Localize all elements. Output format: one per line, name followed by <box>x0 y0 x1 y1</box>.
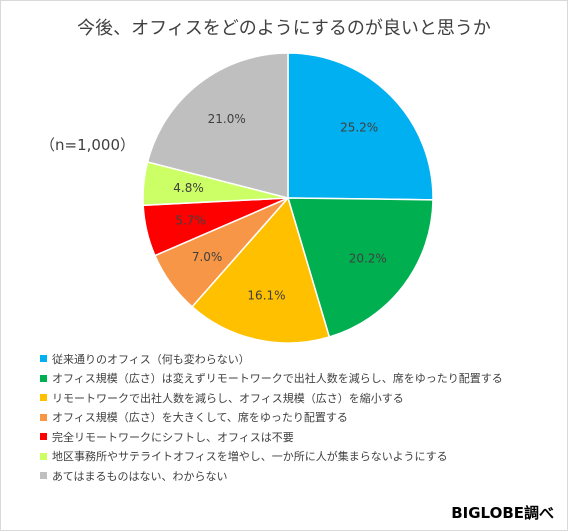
legend-swatch-2 <box>40 394 47 402</box>
legend-swatch-0 <box>40 355 47 363</box>
pie-slice-1 <box>286 197 434 338</box>
pie-chart: 25.2% 20.2% 16.1% 7.0% 5.7% 4.8% 21.0% <box>142 52 434 344</box>
legend-swatch-1 <box>40 374 47 382</box>
sample-size-note: （n=1,000） <box>40 136 136 154</box>
legend-item-4: 完全リモートワークにシフトし、オフィスは不要 <box>40 427 560 447</box>
slice-value-label-3: 7.0% <box>192 250 223 264</box>
legend-item-0: 従来通りのオフィス（何も変わらない） <box>40 349 560 369</box>
slice-value-label-0: 25.2% <box>340 121 378 135</box>
legend-label-1: オフィス規模（広さ）は変えずリモートワークで出社人数を減らし、席をゆったり配置す… <box>52 372 503 386</box>
pie-slice-2 <box>191 196 331 344</box>
legend-swatch-3 <box>40 413 47 421</box>
slice-value-label-1: 20.2% <box>349 251 387 265</box>
legend-item-5: 地区事務所やサテライトオフィスを増やし、一か所に人が集まらないようにする <box>40 447 560 467</box>
legend-label-2: リモートワークで出社人数を減らし、オフィス規模（広さ）を縮小する <box>52 391 404 405</box>
legend-item-3: オフィス規模（広さ）を大きくして、席をゆったり配置する <box>40 408 560 428</box>
legend-label-5: 地区事務所やサテライトオフィスを増やし、一か所に人が集まらないようにする <box>52 450 448 464</box>
legend-item-1: オフィス規模（広さ）は変えずリモートワークで出社人数を減らし、席をゆったり配置す… <box>40 369 560 389</box>
legend-swatch-6 <box>40 472 47 480</box>
legend-swatch-5 <box>40 452 47 460</box>
legend-item-6: あてはまるものはない、わからない <box>40 466 560 486</box>
pie-slice-6 <box>146 52 289 199</box>
chart-title: 今後、オフィスをどのようにするのが良いと思うか <box>77 18 491 39</box>
legend-label-4: 完全リモートワークにシフトし、オフィスは不要 <box>52 430 294 444</box>
pie-slice-0 <box>287 52 434 201</box>
legend-label-6: あてはまるものはない、わからない <box>52 469 228 483</box>
legend-label-3: オフィス規模（広さ）を大きくして、席をゆったり配置する <box>52 411 348 425</box>
legend-swatch-4 <box>40 433 47 441</box>
slice-value-label-6: 21.0% <box>208 112 246 126</box>
slice-value-label-4: 5.7% <box>175 214 206 228</box>
legend-item-2: リモートワークで出社人数を減らし、オフィス規模（広さ）を縮小する <box>40 388 560 408</box>
slice-value-label-2: 16.1% <box>247 289 285 303</box>
credit-label: BIGLOBE調べ <box>451 504 554 522</box>
slice-value-label-5: 4.8% <box>173 181 204 195</box>
legend: 従来通りのオフィス（何も変わらない） オフィス規模（広さ）は変えずリモートワークで… <box>40 349 560 486</box>
legend-label-0: 従来通りのオフィス（何も変わらない） <box>52 352 250 366</box>
